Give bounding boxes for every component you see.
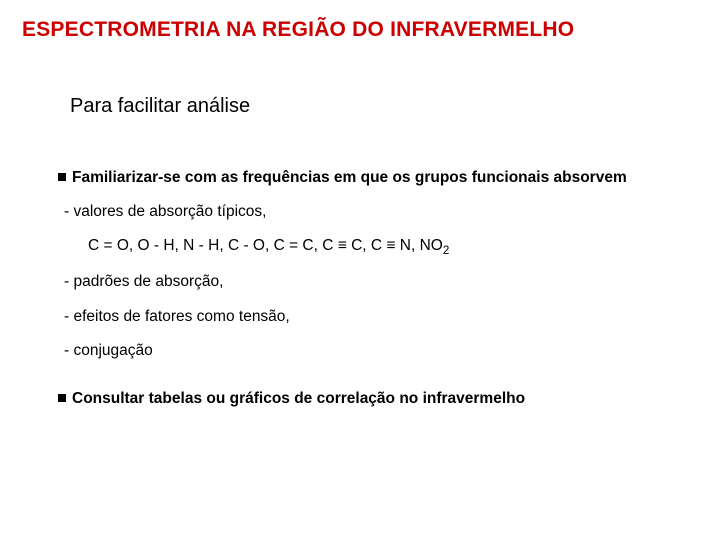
square-bullet-icon bbox=[58, 173, 66, 181]
chem-mid2: N, NO bbox=[395, 237, 442, 254]
chem-mid1: C, C bbox=[347, 237, 387, 254]
bullet-item-2: Consultar tabelas ou gráficos de correla… bbox=[58, 389, 678, 409]
slide-subtitle: Para facilitar análise bbox=[70, 95, 250, 118]
sub-item-3: - efeitos de fatores como tensão, bbox=[64, 307, 678, 327]
chem-subscript: 2 bbox=[443, 244, 449, 257]
bullet-2-text: Consultar tabelas ou gráficos de correla… bbox=[72, 390, 525, 407]
slide-title: ESPECTROMETRIA NA REGIÃO DO INFRAVERMELH… bbox=[22, 18, 574, 42]
chem-prefix: C = O, O - H, N - H, C - O, C = C, C bbox=[88, 237, 338, 254]
triple-bond-icon: ≡ bbox=[338, 237, 347, 254]
sub-item-1: - valores de absorção típicos, bbox=[64, 202, 678, 222]
sub-item-2: - padrões de absorção, bbox=[64, 272, 678, 292]
slide: ESPECTROMETRIA NA REGIÃO DO INFRAVERMELH… bbox=[0, 0, 720, 540]
sub-item-4: - conjugação bbox=[64, 341, 678, 361]
content-block: Familiarizar-se com as frequências em qu… bbox=[58, 168, 678, 423]
bullet-item-1: Familiarizar-se com as frequências em qu… bbox=[58, 168, 678, 188]
bullet-1-text: Familiarizar-se com as frequências em qu… bbox=[72, 169, 627, 186]
chemistry-line: C = O, O - H, N - H, C - O, C = C, C ≡ C… bbox=[88, 236, 678, 258]
square-bullet-icon bbox=[58, 394, 66, 402]
